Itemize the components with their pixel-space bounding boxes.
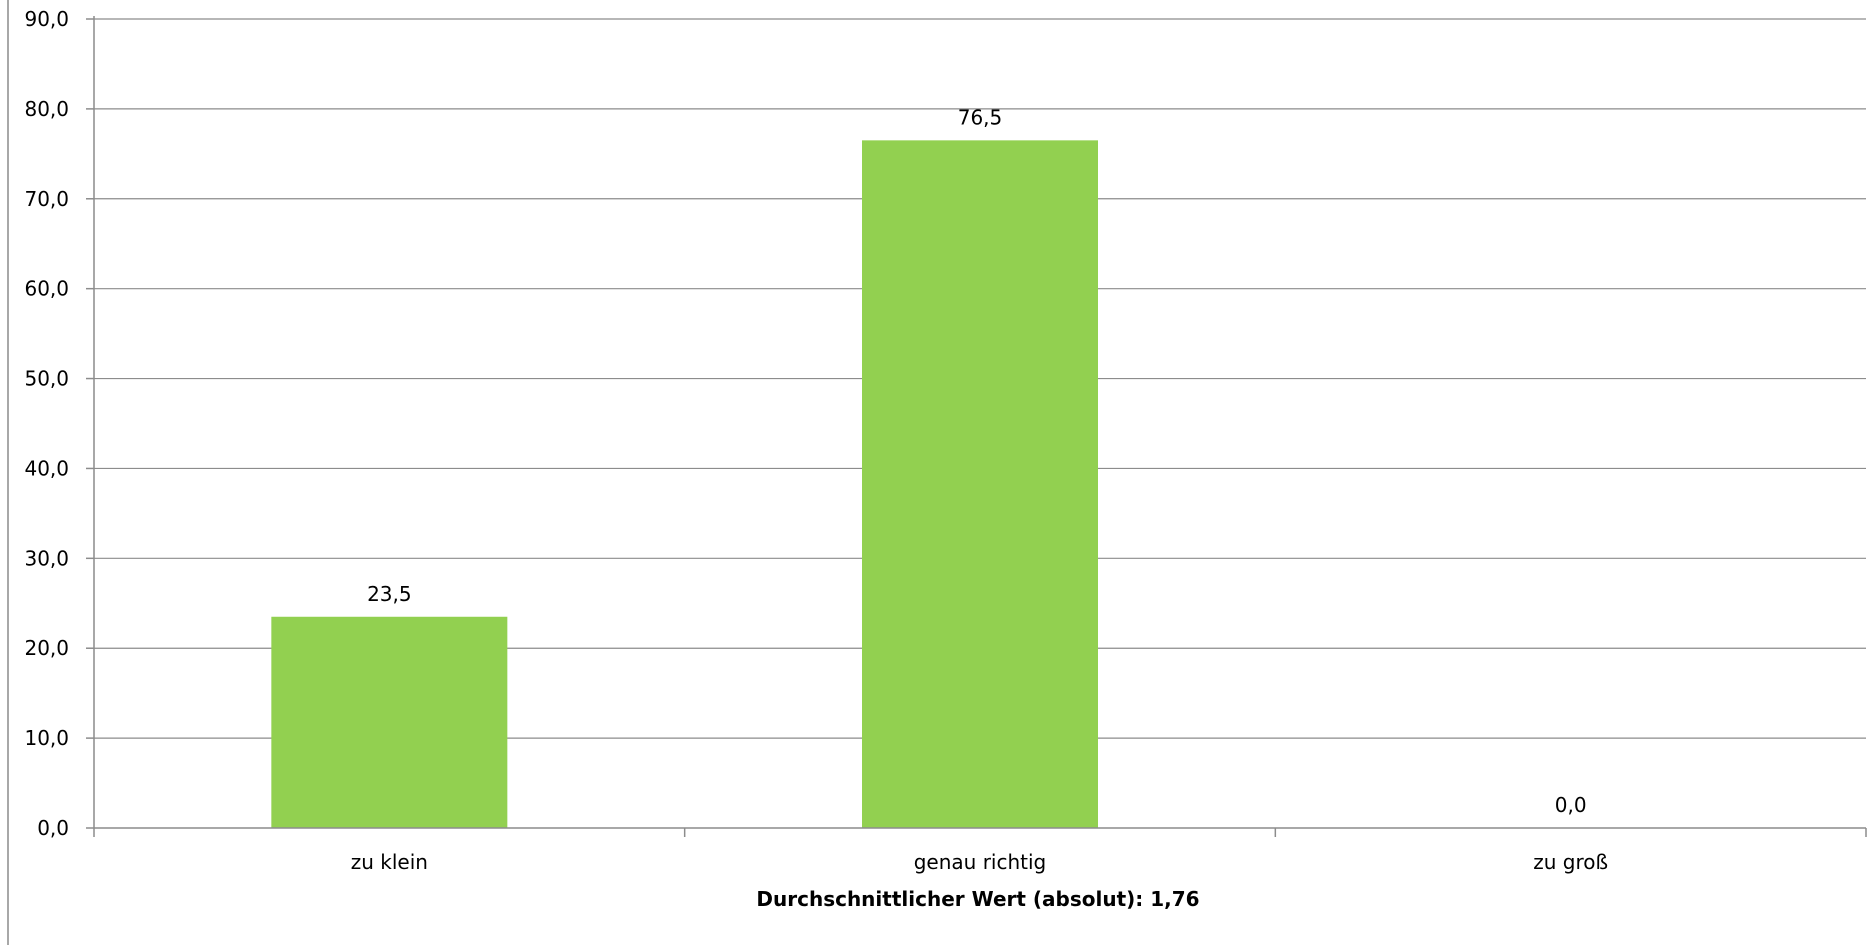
axes xyxy=(86,16,1867,837)
bar xyxy=(271,616,508,828)
data-label: 76,5 xyxy=(958,105,1003,129)
y-tick-label: 50,0 xyxy=(24,367,69,391)
data-label: 23,5 xyxy=(367,582,412,606)
bars xyxy=(271,140,1098,829)
y-tick-label: 20,0 xyxy=(24,636,69,660)
x-category-label: genau richtig xyxy=(914,850,1047,874)
y-tick-label: 70,0 xyxy=(24,187,69,211)
bar xyxy=(862,140,1098,829)
y-tick-label: 0,0 xyxy=(37,816,69,840)
y-tick-label: 10,0 xyxy=(24,726,69,750)
y-tick-label: 60,0 xyxy=(24,277,69,301)
data-label: 0,0 xyxy=(1555,793,1587,817)
y-tick-label: 30,0 xyxy=(24,546,69,570)
x-category-label: zu groß xyxy=(1533,850,1608,874)
y-tick-label: 80,0 xyxy=(24,97,69,121)
x-axis-title: Durchschnittlicher Wert (absolut): 1,76 xyxy=(756,887,1199,911)
y-tick-label: 90,0 xyxy=(24,7,69,31)
labels: 0,0 10,0 20,0 30,0 40,0 50,0 60,0 70,0 80,0 90,0 2… xyxy=(24,7,1608,874)
x-category-label: zu klein xyxy=(351,850,428,874)
y-tick-label: 40,0 xyxy=(24,456,69,480)
